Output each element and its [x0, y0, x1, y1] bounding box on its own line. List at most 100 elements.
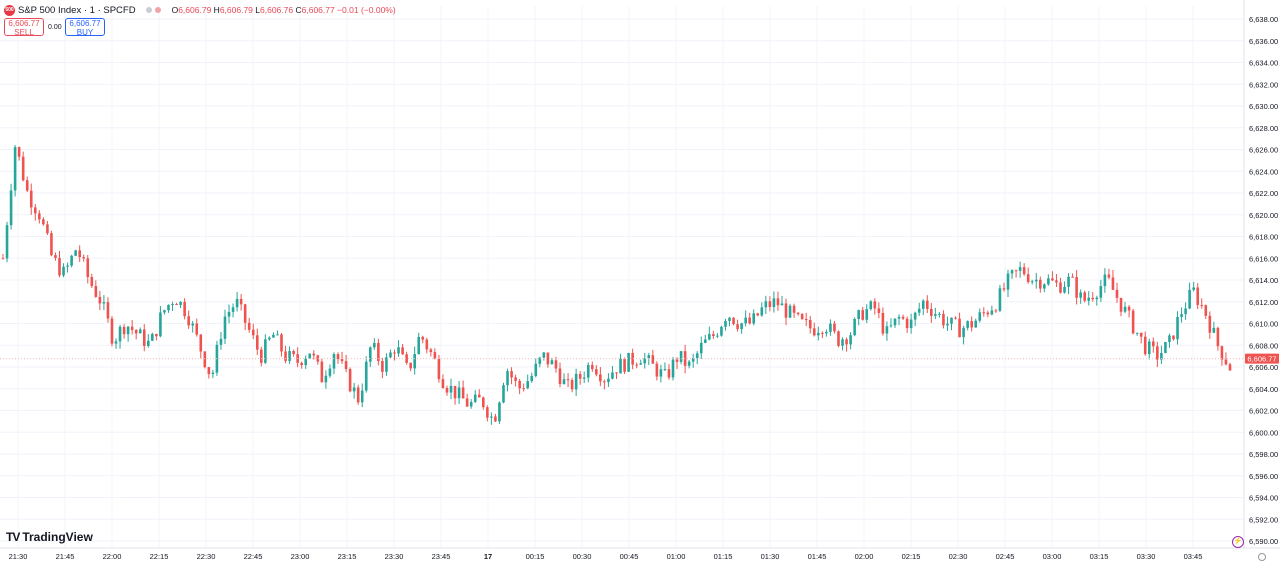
- candle-body: [58, 258, 61, 276]
- candle-body: [869, 301, 873, 310]
- symbol-title[interactable]: S&P 500 Index · 1 · SPCFD: [18, 4, 136, 16]
- candle-body: [857, 310, 860, 319]
- candle-body: [590, 364, 594, 370]
- candle-body: [582, 377, 586, 379]
- candle-body: [990, 310, 994, 315]
- candle-body: [179, 301, 182, 305]
- candle-body: [477, 394, 481, 398]
- candle-body: [546, 352, 550, 365]
- candle-body: [441, 379, 445, 389]
- candle-body: [800, 314, 804, 319]
- candle-body: [187, 316, 190, 326]
- candle-body: [825, 331, 828, 334]
- candle-body: [433, 352, 437, 359]
- x-tick-label: 22:30: [197, 552, 216, 561]
- candle-body: [1030, 281, 1034, 283]
- candle-body: [889, 325, 893, 327]
- eye-icon[interactable]: [145, 7, 152, 13]
- candle-body: [211, 372, 215, 374]
- candle-body: [748, 317, 751, 324]
- y-tick-label: 6,630.00: [1249, 102, 1278, 111]
- candle-body: [1168, 335, 1171, 343]
- candle-body: [465, 398, 469, 407]
- candle-body: [921, 300, 925, 309]
- candle-body: [853, 318, 856, 336]
- candle-body: [804, 318, 808, 320]
- x-tick-label: 03:45: [1184, 552, 1203, 561]
- candle-body: [695, 353, 699, 359]
- candle-body: [401, 347, 404, 355]
- settings-icon[interactable]: [1258, 553, 1266, 561]
- candle-body: [199, 334, 203, 352]
- candle-body: [942, 313, 945, 326]
- candle-body: [461, 387, 465, 399]
- sell-button[interactable]: 6,606.77 SELL: [4, 18, 44, 36]
- x-tick-label: 02:45: [996, 552, 1015, 561]
- candle-body: [397, 347, 400, 354]
- candle-body: [292, 350, 295, 355]
- candle-body: [9, 190, 13, 226]
- candle-body: [938, 313, 941, 315]
- candle-body: [659, 369, 663, 377]
- candle-body: [183, 301, 186, 317]
- high-value: 6,606.79: [219, 5, 253, 15]
- candle-body: [1099, 286, 1103, 298]
- candle-body: [780, 303, 784, 306]
- candle-body: [611, 372, 614, 379]
- candle-body: [235, 298, 239, 308]
- candle-body: [328, 368, 332, 376]
- candle-body: [122, 326, 126, 335]
- x-tick-label: 00:45: [620, 552, 639, 561]
- candle-body: [17, 147, 21, 157]
- candle-body: [130, 326, 134, 330]
- candle-body: [817, 332, 820, 336]
- x-tick-label: 23:00: [291, 552, 310, 561]
- candle-body: [1224, 359, 1228, 365]
- candle-body: [340, 359, 344, 362]
- candles: [1, 144, 1232, 425]
- flash-icon[interactable]: ⚡: [1232, 536, 1244, 548]
- candle-body: [151, 333, 154, 341]
- candle-body: [873, 301, 877, 309]
- x-tick-label: 23:30: [385, 552, 404, 561]
- candle-body: [332, 354, 336, 369]
- candle-body: [138, 329, 142, 334]
- x-tick-label: 22:45: [244, 552, 263, 561]
- tradingview-logo[interactable]: TV TradingView: [6, 530, 93, 544]
- candle-body: [445, 388, 449, 393]
- candle-body: [437, 358, 441, 380]
- buy-button[interactable]: 6,606.77 BUY: [65, 18, 105, 36]
- candle-body: [409, 362, 412, 369]
- candle-body: [558, 368, 562, 384]
- last-price-label: 6,606.77: [1247, 355, 1276, 364]
- candle-body: [134, 329, 138, 334]
- candle-body: [1079, 292, 1082, 298]
- candle-body: [970, 321, 973, 328]
- x-tick-label: 02:30: [949, 552, 968, 561]
- x-tick-label: 22:15: [150, 552, 169, 561]
- candle-body: [66, 265, 69, 267]
- candle-body: [724, 320, 727, 327]
- candle-body: [1139, 332, 1143, 337]
- candle-body: [1091, 297, 1095, 300]
- candle-body: [542, 352, 546, 358]
- candle-body: [1010, 270, 1014, 274]
- open-value: 6,606.79: [178, 5, 212, 15]
- candle-body: [1123, 306, 1127, 312]
- flag-icon[interactable]: [154, 7, 161, 13]
- y-tick-label: 6,622.00: [1249, 189, 1278, 198]
- candle-body: [453, 385, 457, 399]
- candle-body: [716, 335, 719, 337]
- candle-body: [155, 333, 158, 337]
- candle-body: [502, 385, 505, 403]
- candle-body: [114, 341, 118, 344]
- candle-body: [494, 416, 497, 422]
- x-tick-label: 02:15: [902, 552, 921, 561]
- candle-body: [607, 378, 610, 383]
- candle-body: [1034, 279, 1038, 282]
- candle-body: [909, 319, 913, 329]
- symbol-icon: 500: [4, 4, 15, 16]
- candle-body: [829, 323, 832, 332]
- x-tick-label: 01:15: [714, 552, 733, 561]
